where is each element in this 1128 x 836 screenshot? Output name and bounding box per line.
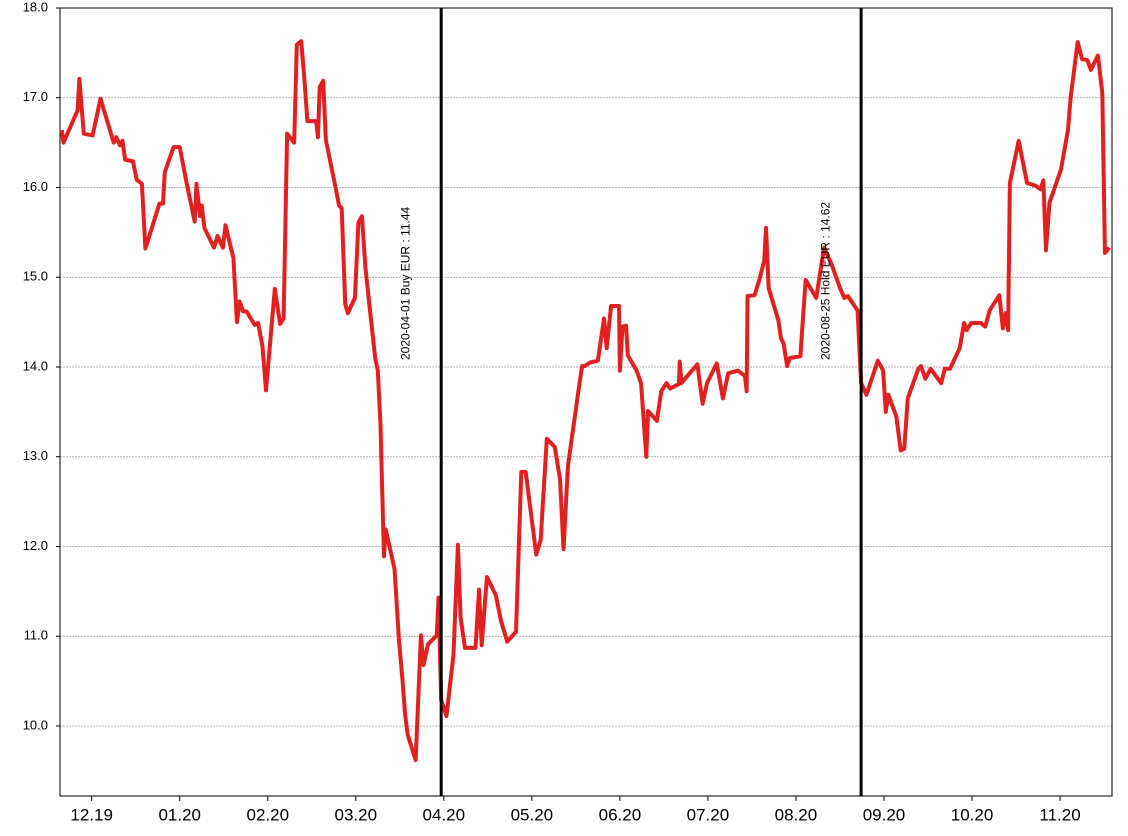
x-tick-label: 08.20: [775, 805, 818, 824]
x-tick-label: 02.20: [246, 805, 289, 824]
x-tick-label: 09.20: [863, 805, 906, 824]
event-label: 2020-08-25 Hold EUR : 14.62: [818, 202, 832, 360]
y-tick-label: 10.0: [23, 717, 48, 732]
y-tick-label: 15.0: [23, 269, 48, 284]
x-tick-label: 10.20: [951, 805, 994, 824]
x-tick-label: 01.20: [158, 805, 201, 824]
x-tick-label: 03.20: [335, 805, 378, 824]
x-tick-label: 12.19: [70, 805, 113, 824]
y-tick-label: 17.0: [23, 89, 48, 104]
x-tick-label: 05.20: [511, 805, 554, 824]
x-tick-label: 07.20: [687, 805, 730, 824]
x-tick-label: 06.20: [599, 805, 642, 824]
y-tick-label: 12.0: [23, 538, 48, 553]
x-tick-label: 04.20: [423, 805, 466, 824]
plot-area: [60, 8, 1112, 796]
y-tick-label: 14.0: [23, 358, 48, 373]
x-tick-label: 11.20: [1039, 805, 1080, 824]
price-line: [59, 39, 1111, 763]
y-tick-label: 13.0: [23, 448, 48, 463]
event-label: 2020-04-01 Buy EUR : 11.44: [398, 206, 412, 360]
y-tick-label: 16.0: [23, 179, 48, 194]
y-tick-label: 11.0: [24, 628, 48, 643]
y-tick-label: 18.0: [23, 0, 48, 14]
plot-frame: [59, 7, 1113, 797]
